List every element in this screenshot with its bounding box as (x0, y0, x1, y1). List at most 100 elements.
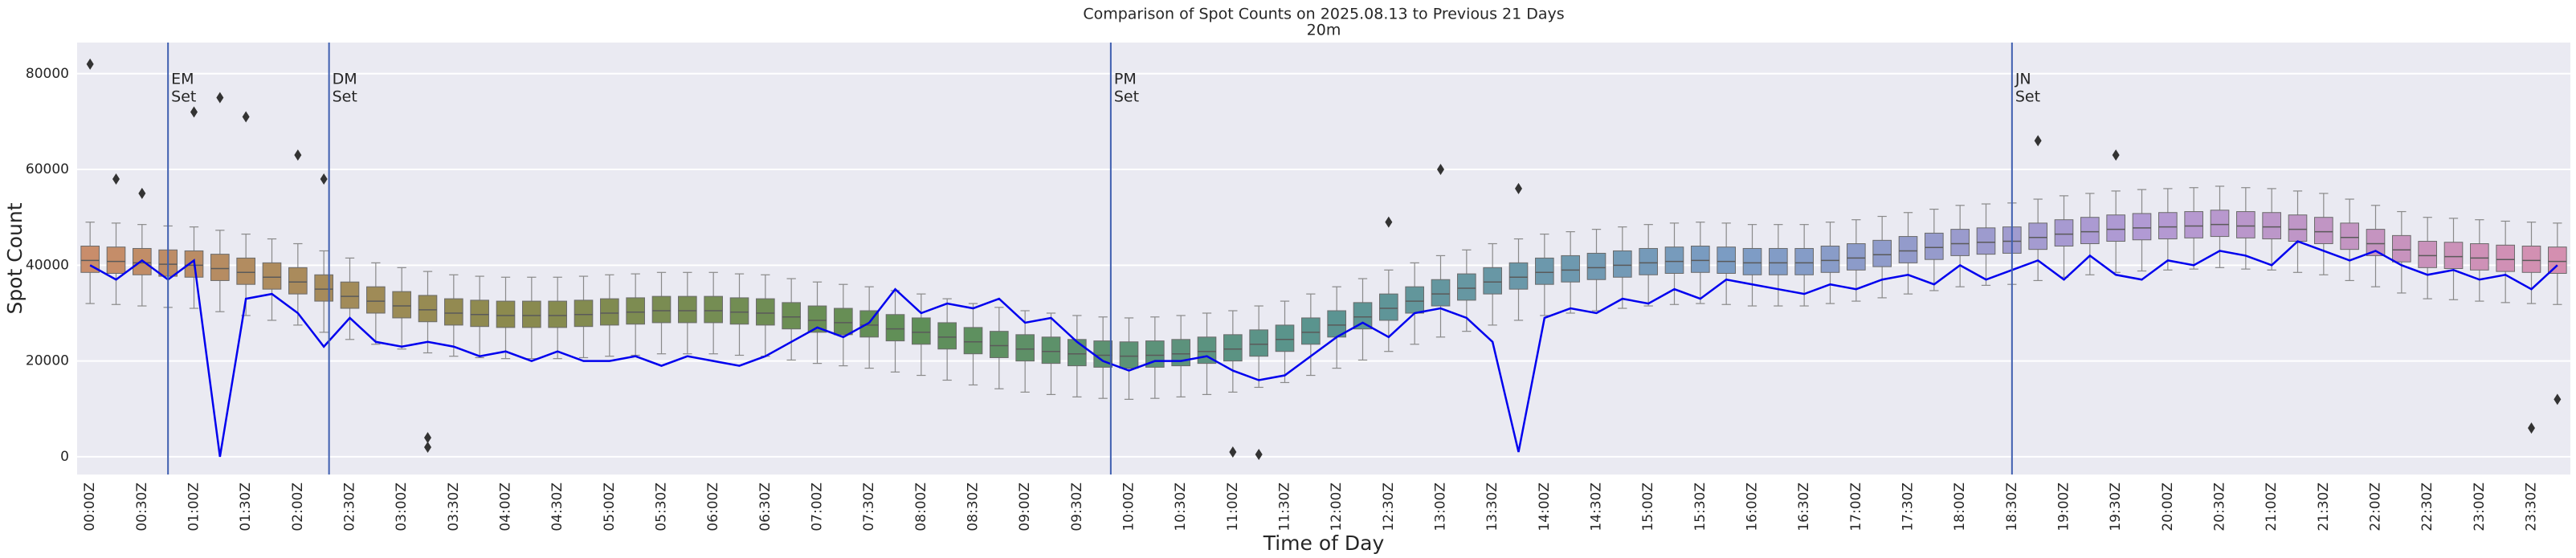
x-tick-label: 16:30Z (1796, 483, 1812, 532)
box (1353, 302, 1373, 330)
box (2521, 245, 2541, 273)
box (1223, 334, 1243, 362)
box (1794, 247, 1814, 275)
outlier (86, 58, 94, 70)
box (1301, 317, 1321, 345)
x-tick-label: 00:00Z (82, 483, 98, 532)
y-tick-label: 40000 (26, 257, 69, 273)
x-tick-label: 13:30Z (1484, 483, 1500, 532)
box (756, 298, 775, 326)
box (2548, 246, 2567, 274)
x-tick-label: 07:30Z (861, 483, 877, 532)
box (1508, 262, 1529, 290)
x-tick-label: 17:30Z (1900, 483, 1917, 532)
box (2496, 244, 2515, 272)
box (1068, 339, 1087, 367)
box (1119, 341, 1139, 369)
x-tick-label: 09:00Z (1017, 483, 1033, 532)
outlier (1437, 164, 1444, 176)
box (1249, 329, 1268, 357)
x-tick-label: 20:00Z (2160, 483, 2176, 532)
box (2106, 214, 2125, 242)
box (963, 327, 983, 355)
box (1535, 257, 1554, 285)
x-tick-label: 15:30Z (1692, 483, 1708, 532)
x-tick-label: 19:30Z (2108, 483, 2124, 532)
annotation-label: Set (2015, 88, 2040, 106)
box (834, 308, 853, 336)
box (1613, 250, 1632, 278)
box (990, 331, 1009, 358)
box (1820, 245, 1840, 273)
box (2470, 243, 2489, 271)
box (1457, 273, 1476, 301)
box (729, 297, 749, 325)
outlier (138, 187, 146, 199)
y-tick-label: 0 (60, 449, 69, 465)
box (2080, 217, 2100, 245)
annotation-label: JN (2015, 71, 2031, 88)
x-tick-label: 23:30Z (2524, 483, 2540, 532)
box (210, 254, 230, 281)
outlier (1385, 216, 1393, 228)
box (2132, 213, 2152, 241)
box (1691, 245, 1710, 273)
box (470, 299, 489, 328)
box (548, 300, 567, 328)
x-axis-label: Time of Day (1263, 532, 1385, 555)
box (1898, 236, 1918, 263)
outlier (2034, 135, 2042, 147)
x-tick-label: 06:00Z (705, 483, 721, 532)
x-tick-label: 22:00Z (2368, 483, 2384, 532)
outlier (2554, 393, 2562, 405)
x-tick-label: 01:30Z (238, 483, 254, 532)
x-tick-label: 10:30Z (1173, 483, 1189, 532)
box (2366, 229, 2386, 256)
box (1586, 252, 1606, 280)
y-axis-label: Spot Count (3, 202, 27, 314)
box (2054, 219, 2074, 246)
chart-title: Comparison of Spot Counts on 2025.08.13 … (1083, 6, 1564, 23)
outlier (242, 111, 250, 123)
box (496, 300, 516, 328)
x-tick-label: 13:00Z (1433, 483, 1449, 532)
annotation-label: Set (171, 88, 196, 106)
annotation-label: Set (1114, 88, 1139, 106)
box (1925, 232, 1944, 260)
box (2288, 214, 2308, 242)
box (288, 267, 308, 295)
box (1379, 293, 1398, 321)
box (1950, 229, 1970, 256)
box (1041, 336, 1061, 365)
outlier (216, 92, 224, 104)
box (418, 295, 438, 323)
box (626, 297, 645, 325)
x-tick-label: 04:00Z (498, 483, 514, 532)
box (1769, 247, 1788, 275)
x-tick-label: 03:00Z (394, 483, 410, 532)
x-tick-label: 05:30Z (654, 483, 670, 532)
outlier (2528, 422, 2535, 434)
box (314, 274, 333, 302)
x-tick-label: 04:30Z (549, 483, 565, 532)
box (2184, 211, 2203, 238)
box (2210, 210, 2230, 238)
box (912, 317, 931, 345)
outlier (424, 432, 431, 444)
x-tick-label: 22:30Z (2419, 483, 2435, 532)
box (782, 302, 801, 330)
x-tick-label: 23:00Z (2472, 483, 2488, 532)
box (1717, 246, 1736, 274)
box (366, 286, 386, 314)
outlier (294, 149, 302, 161)
x-tick-label: 09:30Z (1069, 483, 1085, 532)
box (392, 291, 411, 319)
x-tick-label: 16:00Z (1745, 483, 1761, 532)
box (1561, 255, 1580, 283)
x-tick-label: 08:00Z (913, 483, 929, 532)
box (1275, 324, 1295, 352)
box (651, 295, 672, 324)
box (1976, 227, 1996, 255)
chart-subtitle: 20m (1307, 22, 1341, 39)
